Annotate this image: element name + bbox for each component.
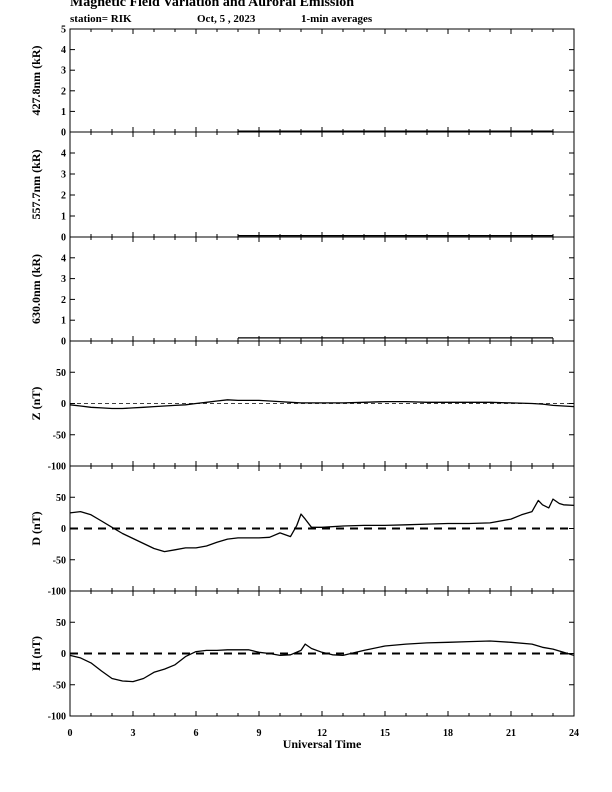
y-tick-label-pD: 0 bbox=[61, 524, 66, 535]
series-line-pZ bbox=[69, 399, 575, 410]
y-tick-label-p5577: 1 bbox=[61, 212, 66, 223]
y-tick-label-pH: 50 bbox=[56, 618, 66, 629]
y-tick-label-p4278: 0 bbox=[61, 128, 66, 139]
x-tick-label: 12 bbox=[317, 728, 327, 739]
x-tick-label: 21 bbox=[506, 728, 516, 739]
y-tick-label-p6300: 2 bbox=[61, 295, 66, 306]
y-tick-label-p5577: 4 bbox=[61, 149, 66, 160]
averaging-label: 1-min averages bbox=[301, 13, 373, 25]
y-tick-label-pD: -50 bbox=[53, 555, 66, 566]
y-tick-label-pH: 0 bbox=[61, 649, 66, 660]
station-label: station= RIK bbox=[70, 13, 132, 25]
y-tick-label-pD: 50 bbox=[56, 493, 66, 504]
y-axis-label-pD: D (nT) bbox=[29, 511, 43, 545]
series-line-pH bbox=[69, 640, 575, 683]
y-tick-label-p4278: 4 bbox=[61, 45, 66, 56]
y-tick-label-p6300: 3 bbox=[61, 274, 66, 285]
x-tick-label: 24 bbox=[569, 728, 579, 739]
x-tick-label: 9 bbox=[257, 728, 262, 739]
y-tick-label-p5577: 2 bbox=[61, 191, 66, 202]
chart-title: Magnetic Field Variation and Auroral Emi… bbox=[70, 0, 355, 10]
y-tick-label-pD: -100 bbox=[48, 587, 66, 598]
x-tick-label: 15 bbox=[380, 728, 390, 739]
y-tick-label-pH: -100 bbox=[48, 712, 66, 723]
y-tick-label-p6300: 0 bbox=[61, 337, 66, 348]
y-tick-label-p6300: 4 bbox=[61, 253, 66, 264]
y-tick-label-p4278: 2 bbox=[61, 86, 66, 97]
x-tick-label: 18 bbox=[443, 728, 453, 739]
x-tick-label: 3 bbox=[131, 728, 136, 739]
y-axis-label-pZ: Z (nT) bbox=[29, 387, 43, 421]
y-tick-label-p5577: 3 bbox=[61, 170, 66, 181]
y-tick-label-pZ: -50 bbox=[53, 430, 66, 441]
panel-frame-p6300 bbox=[69, 236, 575, 342]
y-tick-label-pH: -50 bbox=[53, 680, 66, 691]
y-tick-label-pZ: 0 bbox=[61, 399, 66, 410]
y-axis-label-p6300: 630.0nm (kR) bbox=[29, 254, 43, 324]
series-line-pD bbox=[69, 498, 575, 553]
y-tick-label-pZ: -100 bbox=[48, 462, 66, 473]
x-axis-label: Universal Time bbox=[283, 737, 362, 751]
y-tick-label-pZ: 50 bbox=[56, 368, 66, 379]
date-label: Oct, 5 , 2023 bbox=[197, 13, 256, 25]
y-tick-label-p4278: 1 bbox=[61, 107, 66, 118]
y-tick-label-p4278: 5 bbox=[61, 25, 66, 36]
y-axis-label-p4278: 427.8nm (kR) bbox=[29, 45, 43, 115]
x-tick-label: 6 bbox=[194, 728, 199, 739]
y-axis-label-pH: H (nT) bbox=[29, 636, 43, 671]
panel-frame-p4278 bbox=[69, 28, 575, 133]
y-tick-label-p6300: 1 bbox=[61, 316, 66, 327]
panel-frame-p5577 bbox=[69, 131, 575, 238]
y-tick-label-p5577: 0 bbox=[61, 233, 66, 244]
x-tick-label: 0 bbox=[68, 728, 73, 739]
y-axis-label-p5577: 557.7nm (kR) bbox=[29, 149, 43, 219]
y-tick-label-p4278: 3 bbox=[61, 66, 66, 77]
